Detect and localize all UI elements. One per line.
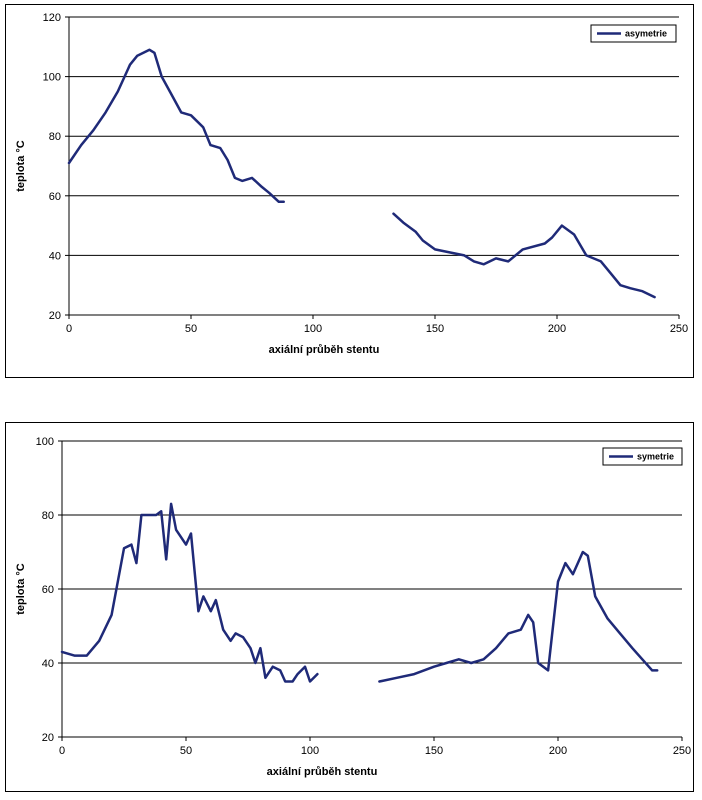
- series-line-symetrie-segment-2: [378, 550, 659, 683]
- x-tick-label: 100: [301, 745, 319, 757]
- series-line-asymetrie-segment-2: [392, 212, 656, 299]
- x-tick-label: 0: [59, 745, 65, 757]
- y-tick-label: 80: [42, 510, 54, 522]
- legend-label: symetrie: [637, 452, 674, 462]
- y-tick-label: 20: [42, 732, 54, 744]
- x-tick-label: 200: [549, 745, 567, 757]
- chart-panel-asymetrie: 20 40 60 80 100 120 0 50 100 150 200 250 axiální prů…: [5, 4, 694, 378]
- x-tick-label: 150: [426, 323, 444, 335]
- y-tick-label: 120: [43, 12, 61, 24]
- legend-label: asymetrie: [625, 29, 667, 39]
- x-tick-label: 150: [425, 745, 443, 757]
- y-tick-label: 100: [36, 436, 54, 448]
- x-tick-label: 250: [673, 745, 691, 757]
- y-tick-label: 100: [43, 72, 61, 84]
- y-tick-label: 20: [49, 310, 61, 322]
- series-line-symetrie-segment-1: [60, 502, 319, 683]
- x-tick-label: 100: [304, 323, 322, 335]
- x-axis-title: axiální průběh stentu: [267, 766, 378, 778]
- y-tick-label: 40: [49, 250, 61, 262]
- chart-symetrie: 20 40 60 80 100 0 50 100 150 200 250 axiální průběh…: [15, 436, 691, 778]
- x-tick-label: 200: [548, 323, 566, 335]
- y-tick-label: 40: [42, 658, 54, 670]
- legend-box: [590, 24, 677, 43]
- chart-asymetrie: 20 40 60 80 100 120 0 50 100 150 200 250 axiální prů…: [15, 12, 688, 356]
- y-tick-label: 80: [49, 131, 61, 143]
- legend-box: [602, 447, 683, 466]
- y-axis-title: teplota °C: [15, 140, 27, 192]
- y-axis-title: teplota °C: [15, 563, 27, 615]
- x-tick-label: 50: [180, 745, 192, 757]
- y-tick-label: 60: [49, 191, 61, 203]
- x-axis-title: axiální průběh stentu: [269, 344, 380, 356]
- x-tick-label: 250: [670, 323, 688, 335]
- x-tick-label: 0: [66, 323, 72, 335]
- chart-panel-symetrie: 20 40 60 80 100 0 50 100 150 200 250 axiální průběh…: [5, 422, 694, 792]
- y-tick-label: 60: [42, 584, 54, 596]
- series-line-asymetrie-segment-1: [67, 48, 285, 204]
- x-tick-label: 50: [185, 323, 197, 335]
